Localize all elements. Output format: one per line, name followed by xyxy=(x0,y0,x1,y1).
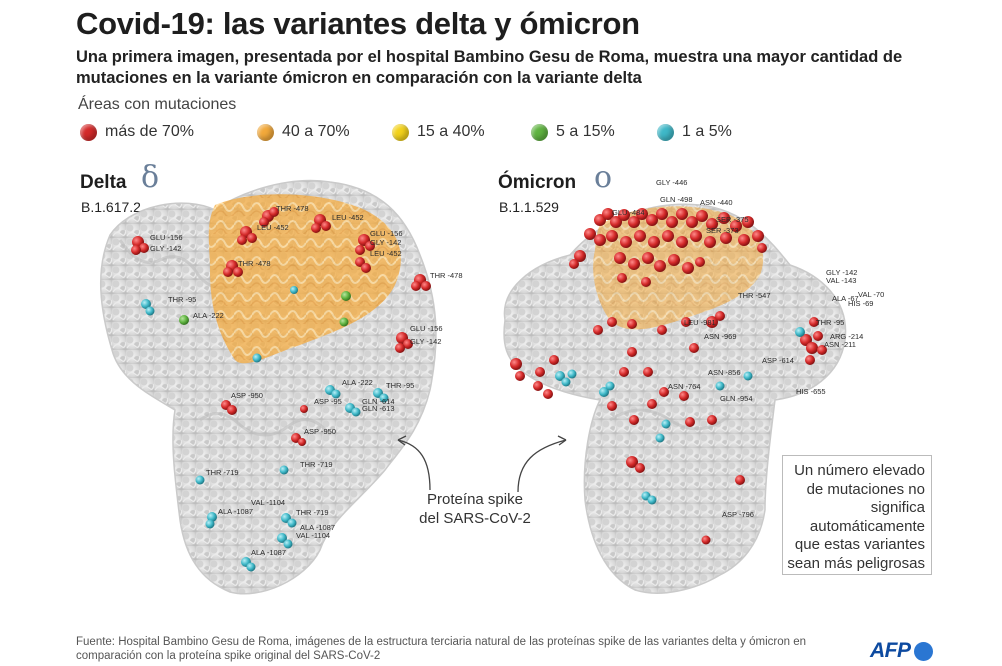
delta-code: B.1.617.2 xyxy=(81,199,141,215)
omicron-label: VAL -143 xyxy=(826,276,856,285)
delta-label: ALA -222 xyxy=(193,311,224,320)
delta-label: THR -478 xyxy=(276,204,309,213)
legend-label: 5 a 15% xyxy=(556,123,615,140)
omicron-label: SER -373 xyxy=(706,226,739,235)
cyan-dot-icon xyxy=(657,123,674,141)
legend: más de 70% 40 a 70% 15 a 40% 5 a 15% 1 a… xyxy=(80,122,780,144)
omicron-label: ASP -796 xyxy=(722,510,754,519)
omicron-label: ARG -214 xyxy=(830,332,863,341)
delta-label: THR -719 xyxy=(296,508,329,517)
omicron-label: ASN -969 xyxy=(704,332,737,341)
omicron-label: THR -547 xyxy=(738,291,771,300)
delta-label: ALA -222 xyxy=(342,378,373,387)
omicron-label: VAL -70 xyxy=(858,290,884,299)
legend-label: 40 a 70% xyxy=(282,123,350,140)
delta-name: Delta xyxy=(80,172,127,193)
delta-label: LEU -452 xyxy=(370,249,402,258)
omicron-label: LEU -981 xyxy=(684,318,716,327)
spike-label-line2: del SARS-CoV-2 xyxy=(419,510,531,527)
red-dot-icon xyxy=(80,123,97,141)
omicron-label: ASN -764 xyxy=(668,382,701,391)
legend-label: 1 a 5% xyxy=(682,123,732,140)
legend-item-40-70: 40 a 70% xyxy=(257,122,350,142)
omicron-label: ALA -67 xyxy=(832,294,859,303)
spike-label-line1: Proteína spike xyxy=(427,491,523,508)
omicron-residue-labels: GLY -446 GLN -498 ASN -440 GLU -484 SER … xyxy=(612,178,884,519)
omicron-symbol: o xyxy=(594,160,613,195)
delta-label: GLN -613 xyxy=(362,404,395,413)
omicron-label: GLN -498 xyxy=(660,195,693,204)
legend-item-1-5: 1 a 5% xyxy=(657,122,732,142)
source-text: Fuente: Hospital Bambino Gesu de Roma, i… xyxy=(76,636,806,662)
delta-label: GLU -156 xyxy=(410,324,443,333)
omicron-label: ASN -440 xyxy=(700,198,733,207)
delta-label: THR -95 xyxy=(386,381,414,390)
delta-label: GLY -142 xyxy=(150,244,181,253)
afp-logo-text: AFP xyxy=(870,639,911,662)
legend-title: Áreas con mutaciones xyxy=(78,96,237,113)
delta-label: GLY -142 xyxy=(410,337,441,346)
subtitle: Una primera imagen, presentada por el ho… xyxy=(76,48,903,87)
omicron-code: B.1.1.529 xyxy=(499,199,559,215)
yellow-dot-icon xyxy=(392,123,409,141)
omicron-label: GLU -484 xyxy=(612,208,645,217)
delta-arrowhead-icon xyxy=(397,435,407,446)
omicron-label: ASN -856 xyxy=(708,368,741,377)
green-dot-icon xyxy=(531,123,548,141)
omicron-label: ASN -211 xyxy=(824,340,856,349)
delta-label: ALA -1087 xyxy=(251,548,286,557)
delta-label: ASP -95 xyxy=(314,397,342,406)
page-title: Covid-19: las variantes delta y ómicron xyxy=(76,6,640,41)
legend-item-15-40: 15 a 40% xyxy=(392,122,485,142)
legend-item-over-70: más de 70% xyxy=(80,122,194,142)
omicron-label: HIS -69 xyxy=(848,299,873,308)
omicron-pointer-arrow xyxy=(517,439,567,493)
delta-label: THR -719 xyxy=(206,468,239,477)
delta-label: LEU -452 xyxy=(257,223,289,232)
delta-label: VAL -1104 xyxy=(296,531,330,540)
delta-label: ALA -1087 xyxy=(300,523,335,532)
omicron-label: GLY -142 xyxy=(826,268,857,277)
delta-label: LEU -452 xyxy=(332,213,364,222)
delta-label: ALA -1087 xyxy=(218,507,253,516)
delta-label: THR -478 xyxy=(430,271,463,280)
afp-logo: AFP xyxy=(870,639,933,662)
legend-label: más de 70% xyxy=(105,123,194,140)
omicron-label: THR -95 xyxy=(816,318,844,327)
omicron-label: GLN -954 xyxy=(720,394,753,403)
omicron-label: GLY -446 xyxy=(656,178,687,187)
delta-label: ASP -950 xyxy=(231,391,263,400)
delta-label: THR -719 xyxy=(300,460,333,469)
spike-protein-label: Proteína spike del SARS-CoV-2 xyxy=(415,490,535,528)
omicron-label: ASP -614 xyxy=(762,356,794,365)
delta-symbol: δ xyxy=(141,160,160,195)
omicron-label: HIS -655 xyxy=(796,387,826,396)
delta-label: THR -478 xyxy=(238,259,271,268)
afp-circle-icon xyxy=(913,641,933,661)
delta-label: THR -95 xyxy=(168,295,196,304)
omicron-name: Ómicron xyxy=(498,172,577,193)
delta-label: GLU -156 xyxy=(370,229,403,238)
legend-label: 15 a 40% xyxy=(417,123,485,140)
omicron-label: SER -375 xyxy=(716,215,749,224)
orange-dot-icon xyxy=(257,123,274,141)
delta-protein xyxy=(99,179,437,595)
delta-label: GLU -156 xyxy=(150,233,183,242)
delta-label: GLY -142 xyxy=(370,238,401,247)
legend-item-5-15: 5 a 15% xyxy=(531,122,615,142)
delta-label: GLN -614 xyxy=(362,397,395,406)
delta-label: VAL -1104 xyxy=(251,498,285,507)
delta-label: ASP -950 xyxy=(304,427,336,436)
delta-pointer-arrow xyxy=(397,439,431,491)
omicron-arrowhead-icon xyxy=(557,435,567,446)
delta-residue-labels: THR -478 LEU -452 GLU -156 GLY -142 LEU … xyxy=(150,204,463,557)
note-box: Un número elevado de mutaciones no signi… xyxy=(782,455,932,575)
omicron-protein xyxy=(503,203,847,594)
